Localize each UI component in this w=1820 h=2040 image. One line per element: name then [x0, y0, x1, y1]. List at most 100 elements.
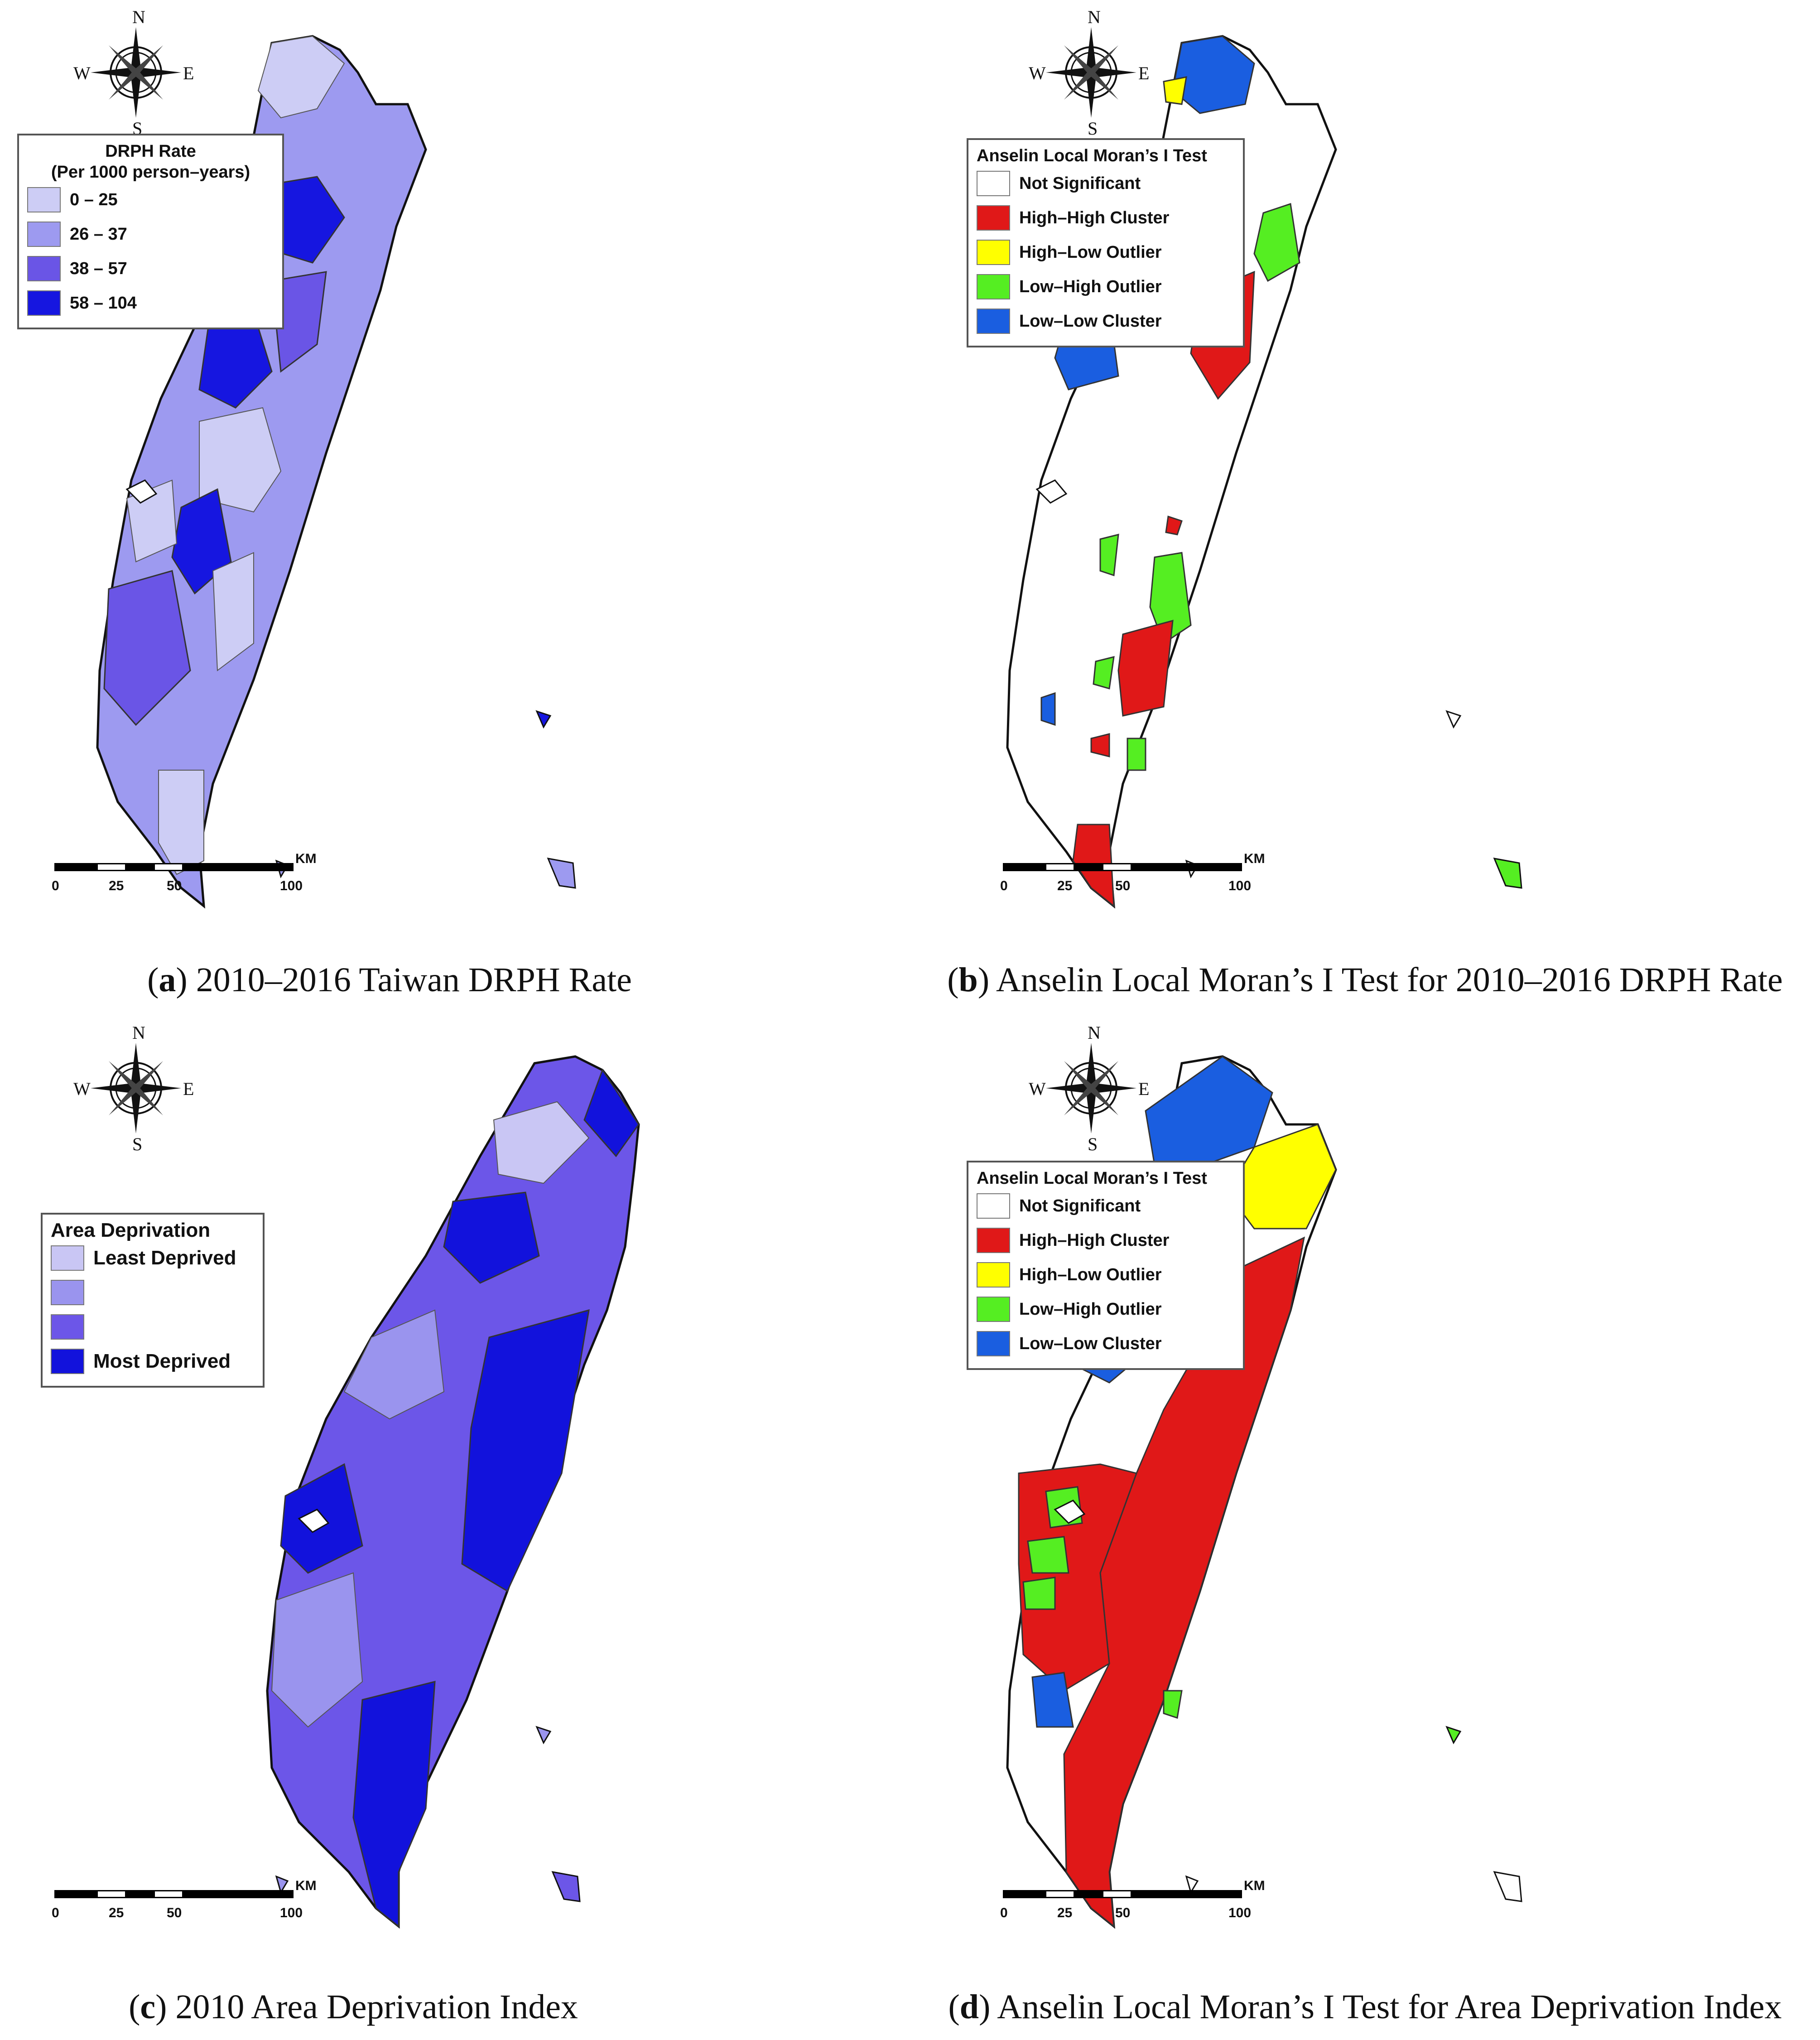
- region-light-southeast: [212, 552, 254, 671]
- scale-segment: [96, 863, 126, 871]
- legend-row: Least Deprived: [51, 1241, 255, 1275]
- compass-east-label: E: [183, 1079, 194, 1099]
- scale-tick-label: 0: [52, 1905, 59, 1920]
- compass-star-icon: [1046, 1043, 1136, 1133]
- legend-swatch: [27, 256, 61, 281]
- scale-segment: [1074, 1890, 1103, 1898]
- caption-letter: c: [140, 1988, 156, 2026]
- compass-east-label: E: [1138, 1079, 1150, 1099]
- outlier-low-high-northeast: [1253, 203, 1300, 282]
- scale-segment: [1131, 863, 1242, 871]
- legend-row: 38 – 57: [27, 251, 274, 286]
- legend-label: High–Low Outlier: [1019, 1265, 1162, 1284]
- legend-swatch: [977, 171, 1010, 196]
- island-southeast: [1493, 1871, 1522, 1902]
- compass-rose: N S E W: [73, 1022, 194, 1154]
- legend-label: 38 – 57: [70, 259, 127, 278]
- compass-east-label: E: [1138, 63, 1150, 83]
- outlier-low-high-south: [1127, 738, 1146, 771]
- scale-unit: KM: [295, 1878, 317, 1893]
- scale-segment: [182, 1890, 294, 1898]
- compass-star-icon: [91, 27, 181, 118]
- legend-row: [51, 1275, 255, 1310]
- legend-row: Most Deprived: [51, 1344, 255, 1379]
- lake-outline: [125, 479, 158, 504]
- compass-north-label: N: [1088, 1022, 1101, 1043]
- legend-row: Low–Low Cluster: [977, 1326, 1235, 1361]
- lake-outline: [1035, 479, 1068, 504]
- legend-title: DRPH Rate: [105, 142, 196, 161]
- scale-segment: [1131, 1890, 1242, 1898]
- legend-swatch: [977, 1297, 1010, 1322]
- outlier-low-high-west-b: [1027, 1536, 1069, 1574]
- scale-segment: [182, 863, 294, 871]
- scale-segment: [1045, 1890, 1075, 1898]
- region-dark-north: [443, 1191, 540, 1284]
- cluster-low-low-southwest: [1040, 692, 1056, 726]
- scale-segment: [54, 863, 98, 871]
- legend-label: 26 – 37: [70, 224, 127, 244]
- legend-swatch: [977, 274, 1010, 299]
- region-light-north: [257, 35, 345, 119]
- legend-title: Anselin Local Moran’s I Test: [977, 146, 1207, 165]
- lake-outline: [1054, 1500, 1086, 1524]
- scale-tick-label: 25: [1057, 878, 1073, 893]
- compass-star-icon: [1046, 27, 1136, 118]
- scale-segment: [1102, 1890, 1132, 1898]
- compass-north-label: N: [1088, 7, 1101, 27]
- scale-bar: KM 0 25 50 100: [1000, 1878, 1284, 1931]
- legend-swatch: [51, 1314, 84, 1340]
- panel-drph-moran-map: N S E W Anselin Local Moran’s I Test Not…: [910, 0, 1820, 999]
- legend-row: 0 – 25: [27, 183, 274, 217]
- legend-drph-rate: DRPH Rate (Per 1000 person–years) 0 – 25…: [17, 134, 284, 329]
- caption-c: (c) 2010 Area Deprivation Index: [129, 1988, 578, 2026]
- scale-segment: [1074, 863, 1103, 871]
- legend-label: Low–High Outlier: [1019, 1299, 1162, 1319]
- island-small-south: [275, 1875, 289, 1894]
- outlier-low-high-southwest: [1093, 656, 1115, 690]
- cluster-high-high-west: [1165, 516, 1183, 535]
- scale-segment: [1102, 863, 1132, 871]
- scale-tick-label: 50: [1115, 1905, 1131, 1920]
- scale-tick-label: 25: [109, 1905, 124, 1920]
- outlier-low-high-central: [1099, 534, 1119, 577]
- island-small-east: [535, 710, 552, 729]
- island-small-east: [1445, 710, 1462, 729]
- legend-label: Not Significant: [1019, 174, 1141, 193]
- legend-row: Low–Low Cluster: [977, 304, 1235, 338]
- scale-unit: KM: [1244, 1878, 1265, 1893]
- scale-segment: [125, 1890, 155, 1898]
- legend-row: Not Significant: [977, 1189, 1235, 1223]
- legend-subtitle: (Per 1000 person–years): [51, 163, 250, 182]
- legend-label: High–Low Outlier: [1019, 242, 1162, 262]
- legend-swatch: [977, 1331, 1010, 1356]
- caption-letter: b: [958, 961, 978, 999]
- legend-label: Most Deprived: [93, 1350, 231, 1372]
- compass-west-label: W: [73, 1079, 91, 1099]
- outlier-low-high-southeast: [1163, 1690, 1183, 1719]
- scale-tick-label: 100: [280, 878, 303, 893]
- outlier-low-high-west-c: [1022, 1577, 1056, 1610]
- island-southeast: [551, 1871, 581, 1902]
- legend-row: High–High Cluster: [977, 201, 1235, 235]
- cluster-high-high-west: [1018, 1463, 1137, 1692]
- compass-east-label: E: [183, 63, 194, 83]
- scale-segment: [54, 1890, 98, 1898]
- island-small-east: [535, 1726, 552, 1745]
- legend-moran: Anselin Local Moran’s I Test Not Signifi…: [967, 138, 1245, 347]
- legend-title: Area Deprivation: [51, 1219, 211, 1241]
- outlier-high-low-north: [1163, 76, 1187, 105]
- legend-title: Anselin Local Moran’s I Test: [977, 1169, 1207, 1188]
- compass-south-label: S: [1088, 1134, 1098, 1154]
- compass-south-label: S: [132, 118, 143, 139]
- legend-swatch: [977, 1262, 1010, 1288]
- island-small-east: [1445, 1726, 1462, 1745]
- region-medium-southwest: [103, 570, 191, 726]
- panel-drph-rate-map: N S E W DRPH Rate (Per 1000 person–years…: [0, 0, 910, 999]
- legend-row: 58 – 104: [27, 286, 274, 320]
- lake-outline: [298, 1509, 330, 1533]
- legend-label: Low–High Outlier: [1019, 277, 1162, 296]
- scale-segment: [1003, 863, 1046, 871]
- caption-letter: d: [959, 1988, 979, 2026]
- legend-swatch: [977, 240, 1010, 265]
